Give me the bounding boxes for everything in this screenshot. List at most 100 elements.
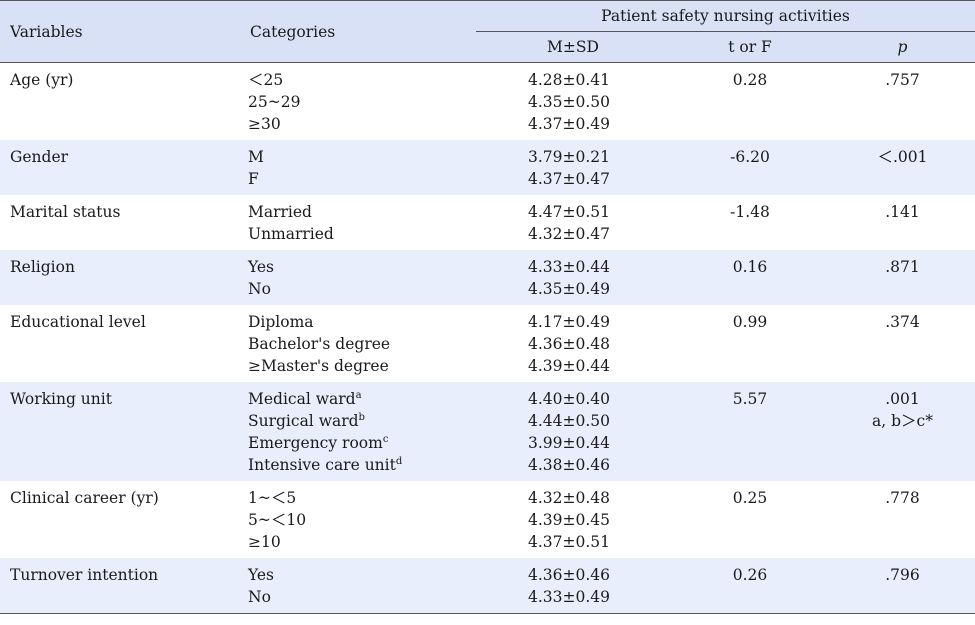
mean-sd-value: 3.79±0.21 — [527, 148, 610, 166]
variable-cell: Working unit — [0, 382, 240, 481]
mean-sd-value: 4.36±0.46 — [527, 566, 610, 584]
header-variables: Variables — [0, 0, 240, 63]
p-value-cell: .796 — [830, 558, 975, 614]
category-item: M — [248, 146, 476, 168]
t-or-f-value: 5.57 — [732, 390, 768, 408]
mean-sd-value: 4.36±0.48 — [527, 335, 610, 353]
header-ms: M±SD — [476, 31, 670, 63]
category-item: ≥Master's degree — [248, 355, 476, 377]
category-label: Intensive care unit — [248, 456, 396, 474]
category-label: 1~＜5 — [248, 489, 297, 507]
p-value-cell: .778 — [830, 481, 975, 558]
t-or-f-cell: 5.57 — [670, 382, 830, 481]
category-label: Unmarried — [248, 225, 334, 243]
t-or-f-cell: 0.28 — [670, 63, 830, 141]
variable-label: Marital status — [10, 203, 121, 221]
variable-cell: Clinical career (yr) — [0, 481, 240, 558]
category-label: M — [248, 148, 264, 166]
category-superscript: d — [395, 456, 403, 467]
category-item: 25~29 — [248, 91, 476, 113]
table-row: Clinical career (yr) 1~＜5 5~＜10 ≥10 4.32±0.4… — [0, 481, 975, 558]
mean-sd-value: 4.35±0.50 — [527, 93, 610, 111]
variable-label: Working unit — [10, 390, 112, 408]
category-item: No — [248, 586, 476, 608]
category-item: ≥30 — [248, 113, 476, 135]
category-label: Medical ward — [248, 390, 356, 408]
category-label: F — [248, 170, 259, 188]
mean-sd-cell: 4.47±0.51 4.32±0.47 — [476, 195, 670, 250]
category-label: Married — [248, 203, 312, 221]
category-superscript: b — [358, 412, 365, 423]
p-value: .374 — [885, 313, 920, 331]
table-row: Educational level Diploma Bachelor's degre… — [0, 305, 975, 382]
p-value-cell: .871 — [830, 250, 975, 305]
t-or-f-cell: 0.25 — [670, 481, 830, 558]
table-row: Working unit Medical warda Surgical wardb E… — [0, 382, 975, 481]
category-label: No — [248, 588, 271, 606]
category-label: Emergency room — [248, 434, 383, 452]
category-item: Emergency roomc — [248, 432, 476, 454]
mean-sd-cell: 4.36±0.46 4.33±0.49 — [476, 558, 670, 614]
t-or-f-value: 0.99 — [732, 313, 768, 331]
t-or-f-cell: -6.20 — [670, 140, 830, 195]
variable-cell: Turnover intention — [0, 558, 240, 614]
categories-cell: Yes No — [240, 250, 476, 305]
t-or-f-cell: 0.99 — [670, 305, 830, 382]
variable-label: Gender — [10, 148, 69, 166]
mean-sd-cell: 4.40±0.40 4.44±0.50 3.99±0.44 4.38±0.46 — [476, 382, 670, 481]
t-or-f-cell: 0.26 — [670, 558, 830, 614]
category-item: Married — [248, 201, 476, 223]
category-superscript: a — [355, 390, 362, 401]
variable-cell: Age (yr) — [0, 63, 240, 141]
header-p-label: p — [897, 38, 908, 56]
variable-label: Religion — [10, 258, 75, 276]
category-item: Surgical wardb — [248, 410, 476, 432]
p-value: .778 — [885, 489, 920, 507]
p-value: .871 — [885, 258, 920, 276]
mean-sd-cell: 4.17±0.49 4.36±0.48 4.39±0.44 — [476, 305, 670, 382]
mean-sd-value: 4.32±0.48 — [527, 489, 610, 507]
p-value-cell: .757 — [830, 63, 975, 141]
p-value-cell: .141 — [830, 195, 975, 250]
variable-cell: Marital status — [0, 195, 240, 250]
variable-label: Turnover intention — [10, 566, 159, 584]
category-item: ≥10 — [248, 531, 476, 553]
variable-label: Clinical career (yr) — [10, 489, 159, 507]
categories-cell: Married Unmarried — [240, 195, 476, 250]
variable-cell: Gender — [0, 140, 240, 195]
mean-sd-value: 4.37±0.51 — [527, 533, 610, 551]
category-label: ≥Master's degree — [248, 357, 389, 375]
category-superscript: c — [382, 434, 389, 445]
p-value-cell: ＜.001 — [830, 140, 975, 195]
header-p: p — [830, 31, 975, 63]
header-group-patient-safety: Patient safety nursing activities — [476, 0, 975, 32]
variable-label: Age (yr) — [10, 71, 74, 89]
mean-sd-value: 4.47±0.51 — [527, 203, 610, 221]
category-label: No — [248, 280, 271, 298]
t-or-f-cell: -1.48 — [670, 195, 830, 250]
mean-sd-value: 4.33±0.44 — [527, 258, 610, 276]
mean-sd-value: 4.28±0.41 — [527, 71, 610, 89]
t-or-f-value: -6.20 — [730, 148, 770, 166]
mean-sd-value: 3.99±0.44 — [527, 434, 610, 452]
category-item: Unmarried — [248, 223, 476, 245]
category-item: No — [248, 278, 476, 300]
table-row: Religion Yes No 4.33±0.44 4.35±0.49 0.16 .871 — [0, 250, 975, 305]
category-label: Yes — [248, 566, 275, 584]
categories-cell: 1~＜5 5~＜10 ≥10 — [240, 481, 476, 558]
category-label: Diploma — [248, 313, 314, 331]
categories-cell: Yes No — [240, 558, 476, 614]
mean-sd-value: 4.35±0.49 — [527, 280, 610, 298]
variable-label: Educational level — [10, 313, 146, 331]
category-label: 5~＜10 — [248, 511, 307, 529]
category-item: Yes — [248, 564, 476, 586]
category-item: Intensive care unitd — [248, 454, 476, 476]
category-item: 1~＜5 — [248, 487, 476, 509]
p-value-cell: .001 a, b＞c* — [830, 382, 975, 481]
mean-sd-value: 4.39±0.45 — [527, 511, 610, 529]
p-value: .141 — [885, 203, 920, 221]
categories-cell: Diploma Bachelor's degree ≥Master's degree — [240, 305, 476, 382]
t-or-f-value: -1.48 — [730, 203, 770, 221]
